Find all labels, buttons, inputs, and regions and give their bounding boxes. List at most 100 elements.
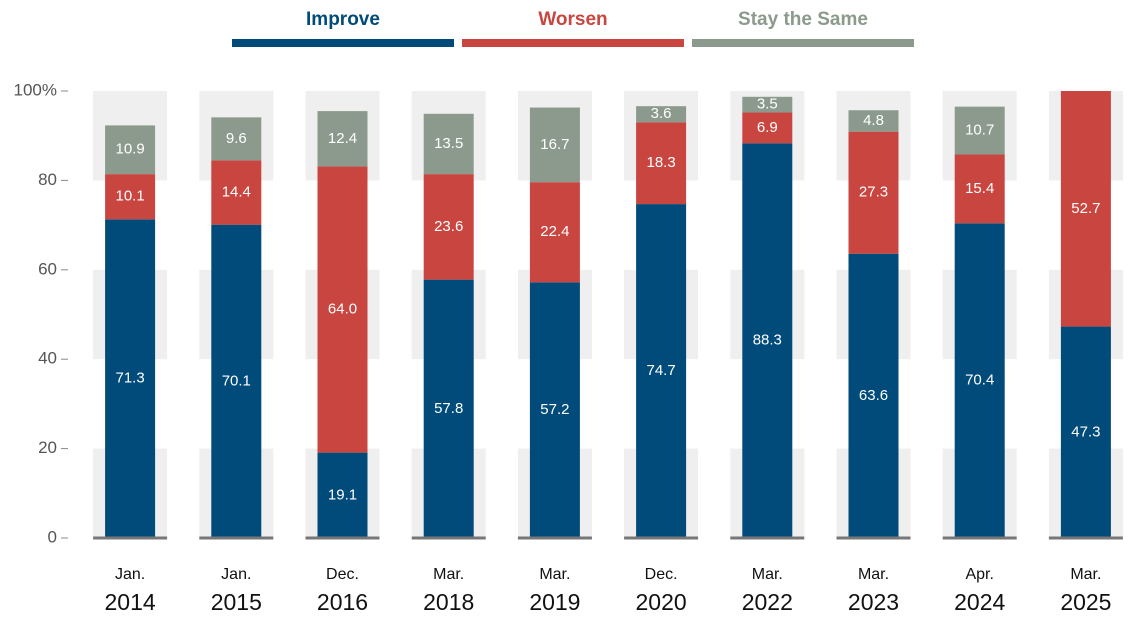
data-label: 18.3 [646, 154, 675, 171]
y-tick-label: 80 [38, 170, 57, 189]
data-label: 27.3 [859, 184, 888, 201]
legend-label: Worsen [538, 9, 607, 30]
bar-segment [954, 223, 1005, 538]
data-label: 9.6 [226, 130, 247, 147]
x-tick-year: 2019 [529, 589, 580, 615]
y-tick-label: 40 [38, 349, 57, 368]
x-tick-year: 2025 [1060, 589, 1111, 615]
bar-segment [105, 174, 156, 220]
bar-segment [423, 174, 474, 280]
data-label: 71.3 [115, 370, 144, 387]
data-label: 70.1 [222, 372, 251, 389]
legend-swatch [232, 39, 454, 47]
bar-segment [742, 143, 793, 538]
bar-segment [848, 110, 899, 132]
bar-segment [317, 111, 368, 167]
data-label: 3.5 [757, 96, 778, 113]
x-tick-month: Mar. [752, 566, 783, 583]
x-tick-month: Mar. [858, 566, 889, 583]
data-label: 10.9 [115, 141, 144, 158]
legend-label: Stay the Same [738, 9, 868, 30]
data-label: 52.7 [1071, 200, 1100, 217]
x-tick-year: 2016 [317, 589, 368, 615]
data-label: 4.8 [863, 112, 884, 129]
data-label: 57.8 [434, 400, 463, 417]
data-label: 3.6 [651, 105, 672, 122]
bar-segment [529, 107, 580, 183]
bar-segment [1060, 326, 1111, 538]
data-label: 19.1 [328, 486, 357, 503]
bar-segment [529, 282, 580, 538]
data-label: 64.0 [328, 301, 357, 318]
bar-segment [1060, 91, 1111, 327]
bar-segment [317, 452, 368, 538]
bar-segment [636, 122, 687, 205]
data-label: 23.6 [434, 218, 463, 235]
x-tick-label: Mar. 2019 [529, 566, 580, 615]
legend-label: Improve [306, 9, 380, 30]
data-label: 13.5 [434, 135, 463, 152]
data-label: 88.3 [753, 332, 782, 349]
legend-swatch [462, 39, 684, 47]
bar-segment [105, 125, 156, 175]
bar-segment [529, 182, 580, 283]
bar-segment [317, 166, 368, 453]
x-tick-month: Mar. [433, 566, 464, 583]
data-label: 47.3 [1071, 423, 1100, 440]
data-label: 70.4 [965, 372, 994, 389]
data-label: 74.7 [646, 362, 675, 379]
x-tick-label: Apr. 2024 [954, 566, 1005, 615]
x-tick-label: Mar. 2025 [1060, 566, 1111, 615]
x-tick-label: Jan. 2015 [211, 566, 262, 615]
x-tick-year: 2015 [211, 589, 262, 615]
bar-segment [848, 131, 899, 254]
bar-segment [954, 154, 1005, 224]
x-tick-month: Dec. [326, 566, 359, 583]
data-label: 14.4 [222, 183, 251, 200]
x-tick-label: Jan. 2014 [105, 566, 156, 615]
x-tick-month: Mar. [539, 566, 570, 583]
y-tick-label: 60 [38, 259, 57, 278]
x-tick-year: 2022 [742, 589, 793, 615]
x-tick-year: 2018 [423, 589, 474, 615]
legend-swatch [692, 39, 914, 47]
x-tick-year: 2014 [105, 589, 156, 615]
bar-segment [742, 96, 793, 113]
data-label: 10.1 [115, 188, 144, 205]
y-tick-label: 20 [38, 438, 57, 457]
bar-segment [105, 219, 156, 538]
bar-segment [848, 253, 899, 538]
x-tick-label: Mar. 2023 [848, 566, 899, 615]
bar-segment [954, 106, 1005, 155]
bar-segment [211, 224, 262, 538]
x-tick-month: Jan. [221, 566, 251, 583]
data-label: 6.9 [757, 119, 778, 136]
data-label: 10.7 [965, 122, 994, 139]
x-tick-month: Jan. [115, 566, 145, 583]
bar-segment [742, 112, 793, 144]
x-tick-label: Dec. 2016 [317, 566, 368, 615]
data-label: 12.4 [328, 130, 357, 147]
x-tick-year: 2023 [848, 589, 899, 615]
data-label: 16.7 [540, 136, 569, 153]
bar-segment [636, 106, 687, 123]
bar-segment [211, 117, 262, 161]
x-tick-year: 2024 [954, 589, 1005, 615]
x-tick-year: 2020 [636, 589, 687, 615]
bar-segment [423, 279, 474, 538]
x-tick-label: Mar. 2018 [423, 566, 474, 615]
x-tick-month: Mar. [1070, 566, 1101, 583]
y-tick-label: 0 [48, 527, 57, 546]
data-label: 22.4 [540, 223, 569, 240]
bar-segment [211, 160, 262, 225]
data-label: 15.4 [965, 180, 994, 197]
x-tick-month: Dec. [645, 566, 678, 583]
x-tick-label: Mar. 2022 [742, 566, 793, 615]
x-tick-month: Apr. [965, 566, 993, 583]
data-label: 63.6 [859, 387, 888, 404]
data-label: 57.2 [540, 401, 569, 418]
x-tick-label: Dec. 2020 [636, 566, 687, 615]
bar-segment [636, 204, 687, 538]
bar-segment [423, 113, 474, 175]
